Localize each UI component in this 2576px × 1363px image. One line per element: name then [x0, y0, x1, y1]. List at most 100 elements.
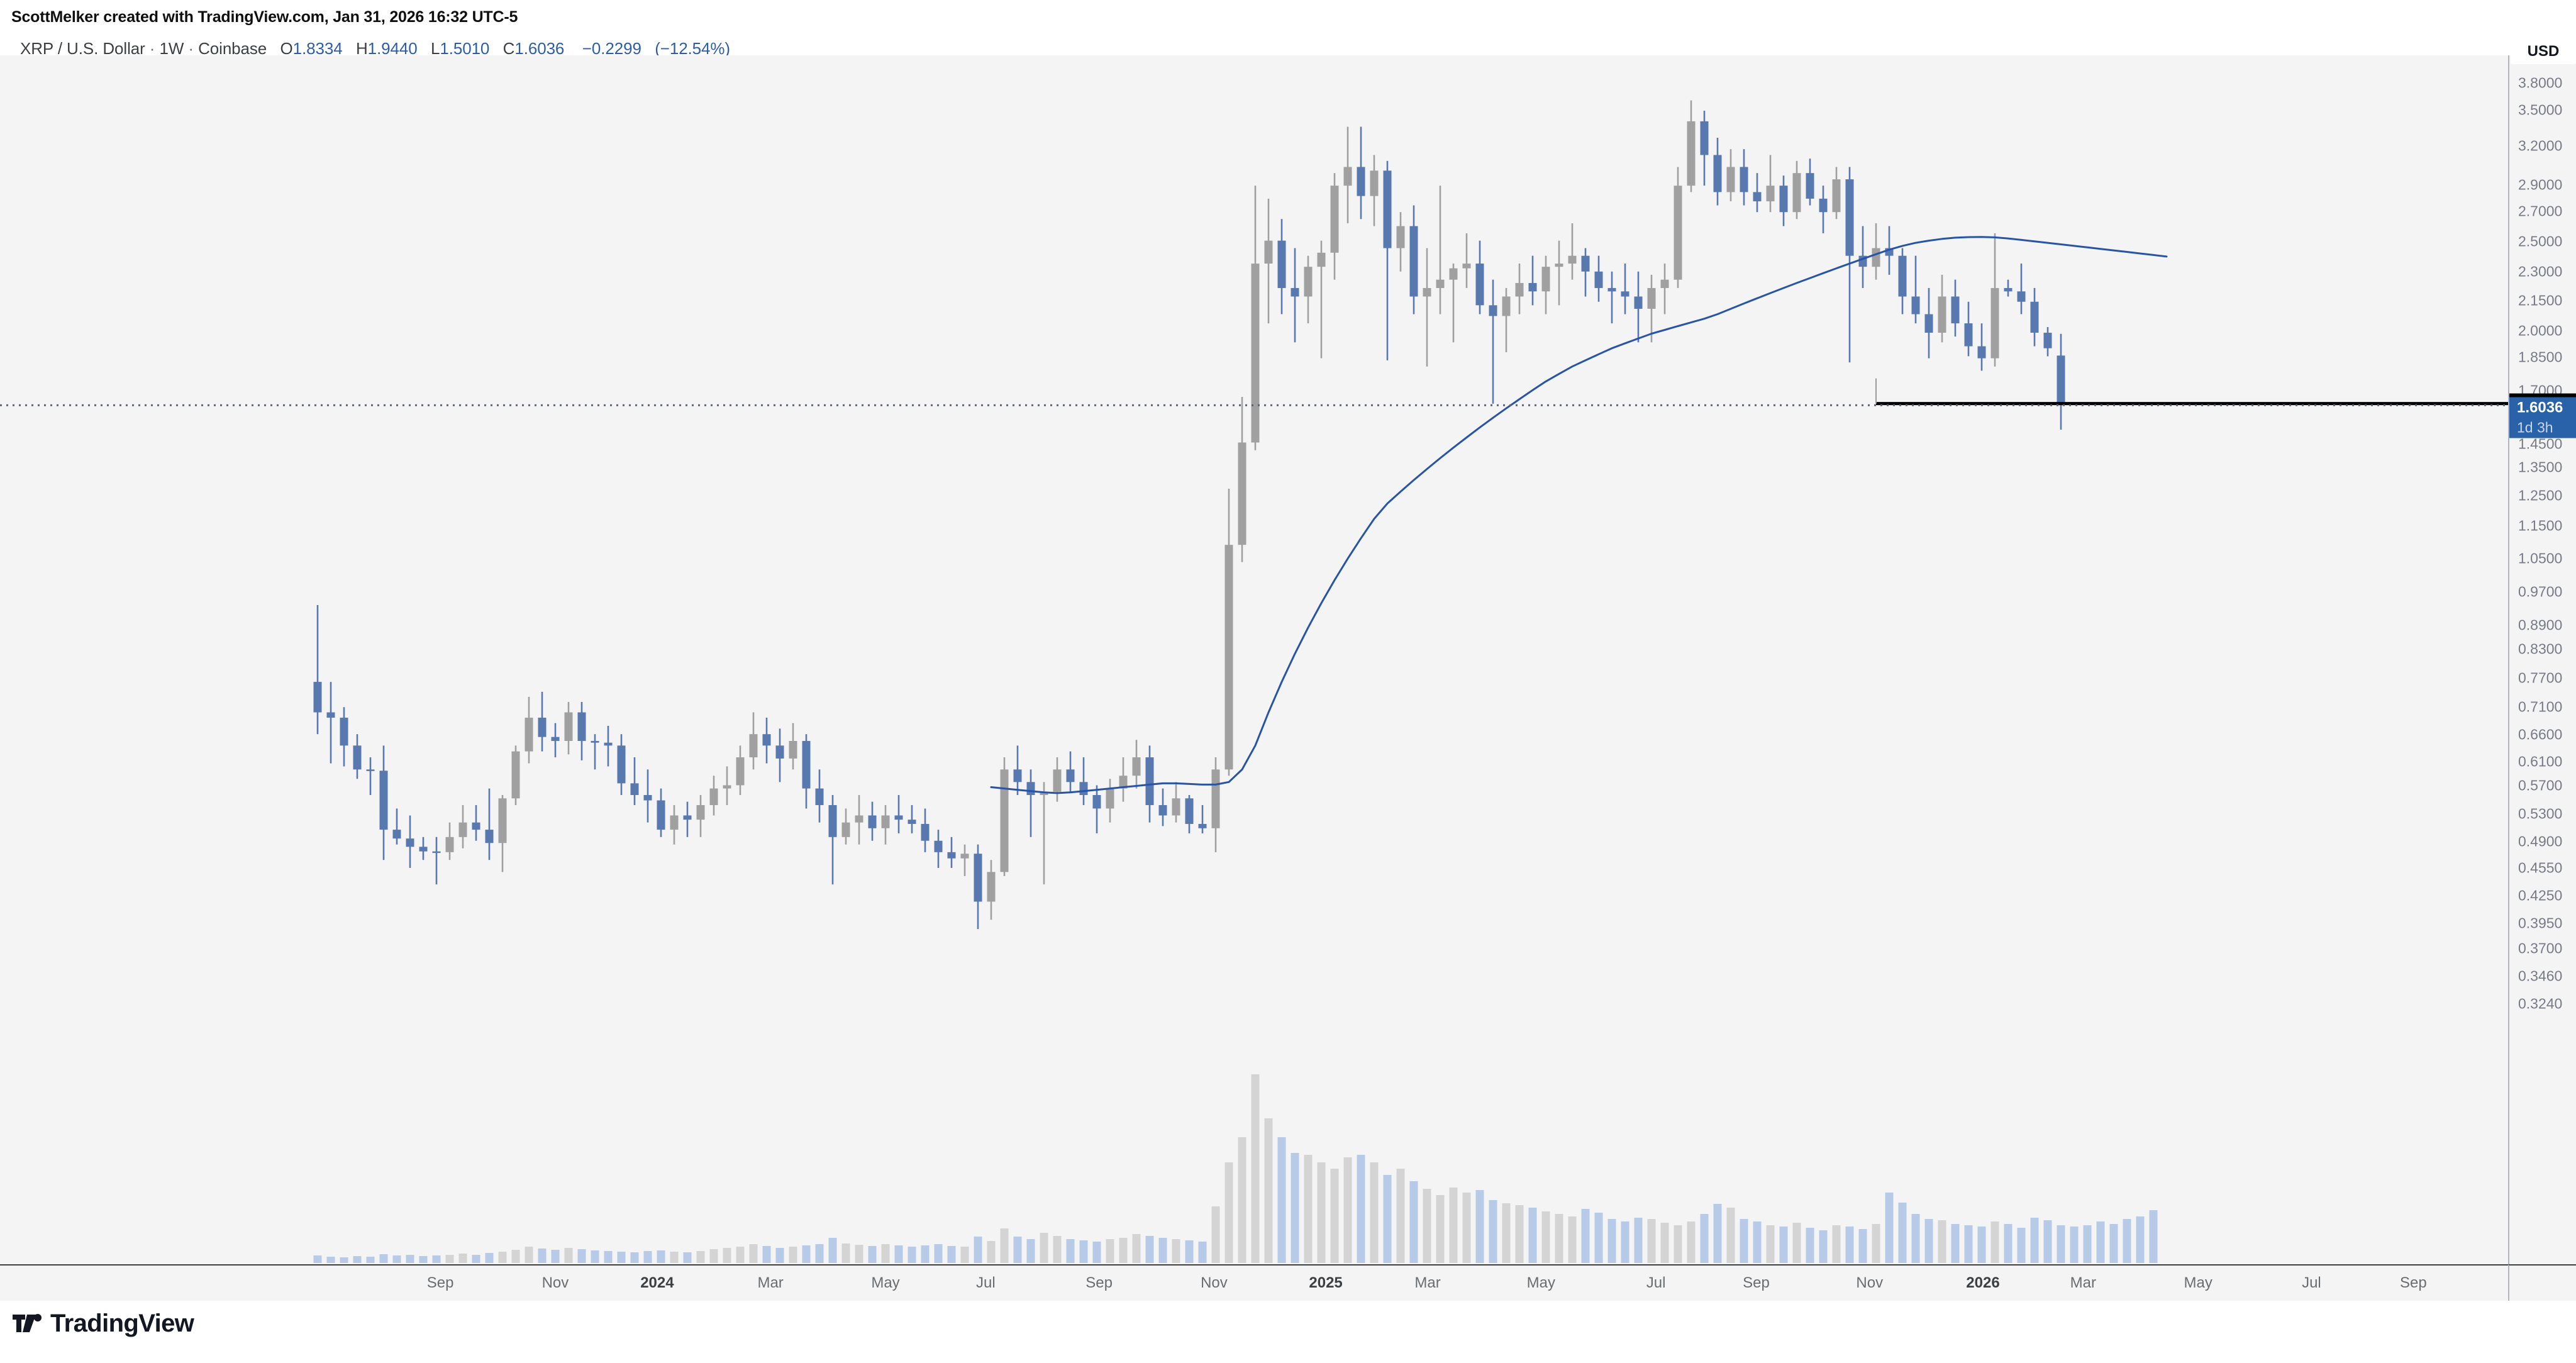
- volume-bar: [313, 1255, 322, 1263]
- candle-body: [1502, 296, 1511, 316]
- candle-body: [881, 815, 890, 828]
- candle-body: [1277, 240, 1286, 288]
- volume-bar: [1607, 1219, 1616, 1263]
- candle-body: [2030, 301, 2039, 333]
- candle-body: [1660, 279, 1669, 288]
- candle-body: [1832, 179, 1841, 213]
- candle-body: [1238, 442, 1246, 545]
- volume-bar: [2043, 1220, 2052, 1263]
- candle-body: [683, 815, 692, 820]
- candle-body: [1264, 240, 1273, 264]
- volume-bar: [683, 1252, 692, 1263]
- volume-bar: [1621, 1221, 1629, 1263]
- open-label: O: [280, 39, 293, 58]
- price-tick: 2.7000: [2518, 203, 2563, 220]
- volume-bar: [1330, 1169, 1339, 1263]
- candle-body: [630, 783, 639, 796]
- volume-bar: [379, 1254, 388, 1263]
- volume-bar: [1951, 1224, 1960, 1263]
- currency-label: USD: [2511, 39, 2576, 64]
- candle-body: [1370, 170, 1379, 196]
- volume-bar: [1964, 1225, 1973, 1263]
- candle-body: [1145, 757, 1154, 806]
- time-tick: Mar: [757, 1274, 784, 1291]
- candle-body: [1026, 782, 1035, 796]
- volume-bar: [1634, 1218, 1643, 1263]
- candle-body: [1555, 264, 1563, 267]
- tradingview-logo: TradingView: [13, 1310, 194, 1338]
- volume-bar: [1026, 1239, 1035, 1263]
- volume-bar: [511, 1250, 520, 1263]
- candle-body: [749, 734, 758, 758]
- candle-body: [1423, 287, 1431, 297]
- volume-bar: [1726, 1208, 1735, 1263]
- exchange-label[interactable]: Coinbase: [198, 39, 267, 58]
- volume-bar: [815, 1244, 824, 1263]
- candle-body: [670, 815, 679, 830]
- candle-body: [1581, 255, 1590, 272]
- interval-label[interactable]: 1W: [159, 39, 184, 58]
- chart-plot-area[interactable]: [0, 55, 2508, 1264]
- candle-body: [657, 800, 665, 830]
- candle-body: [1647, 287, 1656, 309]
- time-tick: May: [2184, 1274, 2212, 1291]
- volume-bar: [1119, 1238, 1128, 1263]
- candle-body: [472, 822, 480, 830]
- candle-body: [1779, 186, 1788, 213]
- time-tick: Sep: [1743, 1274, 1770, 1291]
- price-tick: 0.4900: [2518, 833, 2563, 850]
- candle-body: [1198, 823, 1207, 828]
- chart-canvas: [0, 100, 2508, 1263]
- volume-bar: [1647, 1219, 1656, 1263]
- volume-bar: [1977, 1227, 1986, 1263]
- price-tick: 2.3000: [2518, 263, 2563, 280]
- volume-bar: [2136, 1216, 2145, 1263]
- volume-bar: [868, 1246, 877, 1263]
- volume-bar: [485, 1253, 494, 1263]
- candle-body: [868, 815, 877, 828]
- candle-body: [802, 741, 811, 789]
- candle-body: [1621, 291, 1629, 297]
- candle-body: [1475, 264, 1484, 306]
- moving-average-line[interactable]: [990, 236, 2168, 794]
- price-tick: 2.1500: [2518, 292, 2563, 309]
- candle-body: [947, 852, 956, 859]
- volume-bar: [445, 1255, 454, 1263]
- candle-body: [723, 785, 731, 789]
- price-tick: 0.5300: [2518, 805, 2563, 822]
- price-tick: 0.5700: [2518, 777, 2563, 794]
- volume-bar: [894, 1245, 903, 1263]
- candle-body: [538, 718, 547, 737]
- candle-body: [960, 854, 969, 859]
- candle-body: [1185, 798, 1194, 824]
- volume-bar: [1198, 1242, 1207, 1263]
- price-tick: 1.2500: [2518, 487, 2563, 504]
- candle-body: [841, 822, 850, 837]
- volume-bar: [1291, 1153, 1299, 1263]
- volume-bar: [2096, 1221, 2105, 1263]
- time-axis[interactable]: Sep Nov 2024 Mar May Jul Sep Nov 2025 Mar May Jul Se…: [0, 1264, 2508, 1301]
- candle-body: [313, 682, 322, 713]
- volume-bar: [1911, 1214, 1920, 1263]
- price-tick: 3.8000: [2518, 74, 2563, 91]
- volume-bar: [775, 1248, 784, 1263]
- symbol-name[interactable]: XRP / U.S. Dollar: [20, 39, 145, 58]
- volume-bar: [604, 1251, 613, 1263]
- candle-body: [1383, 170, 1392, 248]
- volume-bar: [1013, 1237, 1022, 1263]
- time-tick: Sep: [1085, 1274, 1113, 1291]
- candle-body: [577, 712, 586, 742]
- volume-bar: [1145, 1236, 1154, 1263]
- price-tick: 2.5000: [2518, 233, 2563, 250]
- volume-bar: [736, 1247, 745, 1263]
- price-axis[interactable]: USD 3.8000 3.5000 3.2000 2.9000 2.7000 2.5000…: [2508, 39, 2576, 1264]
- price-tick: 0.3700: [2518, 940, 2563, 957]
- volume-bar: [947, 1246, 956, 1263]
- time-tick: Sep: [2400, 1274, 2427, 1291]
- volume-bar: [1423, 1189, 1431, 1263]
- current-price-badge: 1.6036: [2509, 397, 2576, 418]
- volume-bar: [762, 1246, 771, 1263]
- symbol-separator: ·: [149, 39, 155, 58]
- candle-body: [326, 712, 335, 718]
- volume-bar: [1845, 1227, 1854, 1263]
